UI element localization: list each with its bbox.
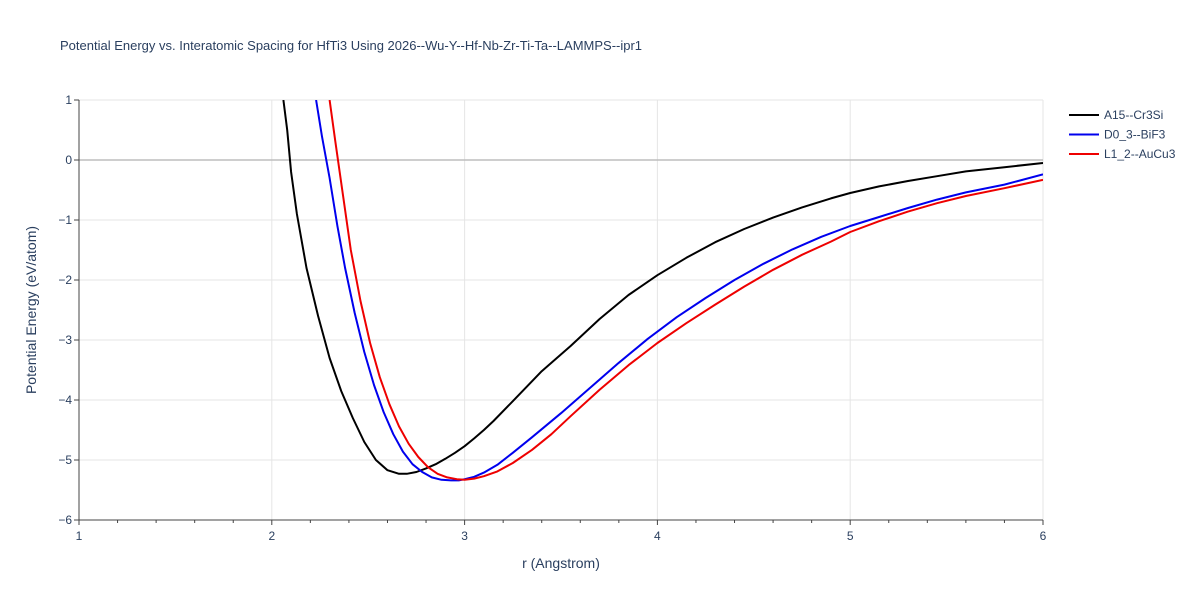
legend: A15--Cr3Si D0_3--BiF3 L1_2--AuCu3: [1069, 108, 1176, 161]
x-tick-label: 3: [461, 529, 468, 543]
axes: [74, 99, 1044, 525]
x-tick-label: 2: [268, 529, 275, 543]
x-tick-label: 5: [847, 529, 854, 543]
chart-title: Potential Energy vs. Interatomic Spacing…: [60, 38, 642, 53]
legend-entry: L1_2--AuCu3: [1104, 147, 1176, 161]
grid-lines: [79, 99, 1044, 520]
legend-entry: D0_3--BiF3: [1104, 128, 1166, 142]
y-tick-label: 0: [65, 153, 72, 167]
y-tick-label: −4: [58, 393, 72, 407]
tick-labels: 1 2 3 4 5 6 1 0 −1 −2 −3 −4 −5 −6: [58, 93, 1046, 543]
y-tick-label: −2: [58, 273, 72, 287]
x-tick-label: 4: [654, 529, 661, 543]
y-tick-label: 1: [65, 93, 72, 107]
plot-area: [282, 100, 1043, 482]
y-tick-label: −3: [58, 333, 72, 347]
legend-entry: A15--Cr3Si: [1104, 108, 1163, 122]
y-tick-label: −5: [58, 453, 72, 467]
y-tick-label: −1: [58, 213, 72, 227]
y-axis-title: Potential Energy (eV/atom): [23, 226, 39, 394]
series-line-2: [328, 100, 1043, 481]
y-tick-label: −6: [58, 513, 72, 527]
x-tick-label: 1: [76, 529, 83, 543]
x-tick-label: 6: [1040, 529, 1047, 543]
x-axis-title: r (Angstrom): [522, 555, 600, 571]
series-line-0: [282, 100, 1043, 475]
series-line-1: [315, 100, 1043, 482]
